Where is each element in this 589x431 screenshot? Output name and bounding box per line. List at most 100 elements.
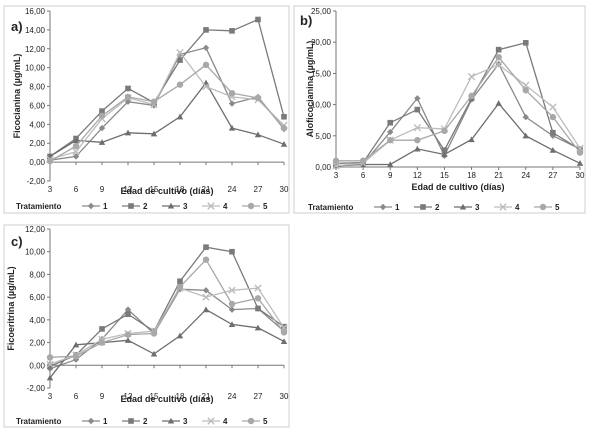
- y-tick-label: 12,00: [25, 45, 46, 54]
- data-point-2: [203, 244, 209, 250]
- legend-marker: [420, 204, 426, 210]
- y-tick-label: 6,00: [29, 101, 45, 110]
- data-point-2: [125, 311, 131, 317]
- data-point-3: [72, 341, 80, 348]
- legend-marker: [128, 203, 134, 209]
- legend-label: 3: [475, 203, 480, 212]
- data-point-1: [202, 287, 210, 294]
- legend-label: 4: [515, 203, 520, 212]
- y-tick-label: 4,00: [29, 120, 45, 129]
- y-tick-label: -2,00: [27, 177, 46, 186]
- y-axis-title: Aloficocianina (µg/mL): [305, 41, 315, 138]
- legend-label: 5: [555, 203, 560, 212]
- legend-label: 3: [183, 202, 188, 211]
- x-tick-label: 9: [100, 392, 105, 401]
- series-5: [46, 61, 288, 165]
- y-tick-label: 2,00: [29, 339, 45, 348]
- data-point-4: [413, 123, 422, 132]
- data-point-3: [549, 146, 557, 153]
- y-axis-title: Ficoeritrina (µg/mL): [6, 266, 16, 350]
- data-point-1: [414, 95, 421, 102]
- x-tick-label: 24: [521, 171, 530, 180]
- data-point-4: [72, 148, 80, 156]
- legend: Tratamiento 1 2 3 4 5: [16, 417, 268, 426]
- data-point-5: [202, 61, 210, 69]
- data-point-3: [576, 160, 584, 166]
- data-point-3: [254, 324, 262, 331]
- y-tick-label: 16,00: [25, 7, 46, 16]
- x-tick-label: 18: [176, 185, 185, 194]
- x-tick-label: 30: [576, 171, 585, 180]
- series-3: [46, 306, 288, 381]
- legend-marker: [539, 203, 547, 211]
- data-point-1: [98, 124, 106, 132]
- data-point-5: [98, 339, 106, 346]
- data-point-4: [494, 60, 503, 69]
- data-point-4: [332, 162, 340, 170]
- legend-marker: [167, 417, 175, 424]
- series-line-3: [335, 102, 581, 167]
- data-point-5: [228, 300, 236, 308]
- x-tick-label: 3: [48, 185, 53, 194]
- y-tick-label: 14,00: [25, 26, 46, 35]
- data-point-2: [99, 326, 105, 332]
- legend-label: 5: [263, 417, 268, 426]
- x-tick-label: 12: [124, 392, 133, 401]
- legend-marker: [207, 202, 215, 210]
- data-point-2: [495, 46, 502, 53]
- data-point-4: [202, 82, 210, 91]
- x-axis-title: Edad de cultivo (días): [411, 182, 504, 192]
- data-point-5: [46, 354, 54, 361]
- legend-label: 1: [103, 202, 108, 211]
- panel-letter: b): [300, 13, 312, 28]
- data-point-3: [280, 338, 288, 344]
- data-point-2: [441, 147, 448, 153]
- data-point-5: [228, 89, 236, 97]
- legend-marker: [247, 417, 255, 425]
- x-tick-label: 15: [440, 171, 449, 180]
- y-tick-label: 5,00: [315, 132, 331, 141]
- data-point-5: [202, 256, 210, 263]
- data-point-3: [176, 113, 184, 120]
- data-point-1: [522, 113, 529, 121]
- data-point-4: [202, 293, 210, 301]
- data-point-2: [387, 119, 394, 126]
- data-point-5: [176, 81, 184, 88]
- data-point-5: [98, 112, 106, 120]
- x-tick-label: 18: [176, 392, 185, 401]
- data-point-3: [72, 137, 80, 143]
- data-point-4: [549, 103, 557, 111]
- data-point-3: [441, 151, 448, 158]
- data-point-2: [414, 106, 421, 113]
- x-tick-label: 9: [388, 171, 393, 180]
- y-tick-label: 10,00: [311, 101, 332, 110]
- data-point-1: [387, 128, 394, 136]
- series-5: [46, 256, 288, 361]
- x-tick-label: 6: [361, 171, 366, 180]
- series-line-5: [336, 56, 581, 162]
- series-line-2: [49, 246, 285, 367]
- chart-frame: [293, 5, 586, 214]
- x-tick-label: 30: [280, 185, 289, 194]
- data-point-5: [280, 124, 288, 132]
- y-axis-title: Ficocianina (µg/mL): [12, 54, 22, 139]
- data-point-5: [254, 295, 262, 302]
- chart-frame: [3, 5, 290, 214]
- series-line-2: [49, 18, 285, 157]
- legend-marker: [499, 203, 507, 211]
- legend-title: Tratamiento: [16, 202, 61, 211]
- data-point-1: [176, 51, 184, 58]
- data-point-5: [150, 330, 158, 337]
- data-point-3: [46, 374, 54, 381]
- y-tick-label: 0,00: [29, 158, 45, 167]
- x-tick-label: 15: [150, 392, 159, 401]
- data-point-3: [124, 129, 132, 136]
- data-point-5: [72, 142, 80, 150]
- data-point-5: [176, 283, 184, 291]
- data-point-3: [414, 145, 421, 152]
- chart-panel-1: -2,00 0,00 2,00 4,00 6,00 8,00 10,00 12,00 14,00…: [3, 5, 290, 214]
- legend-label: 4: [223, 202, 228, 211]
- legend-marker: [87, 202, 95, 210]
- x-tick-label: 3: [334, 171, 339, 180]
